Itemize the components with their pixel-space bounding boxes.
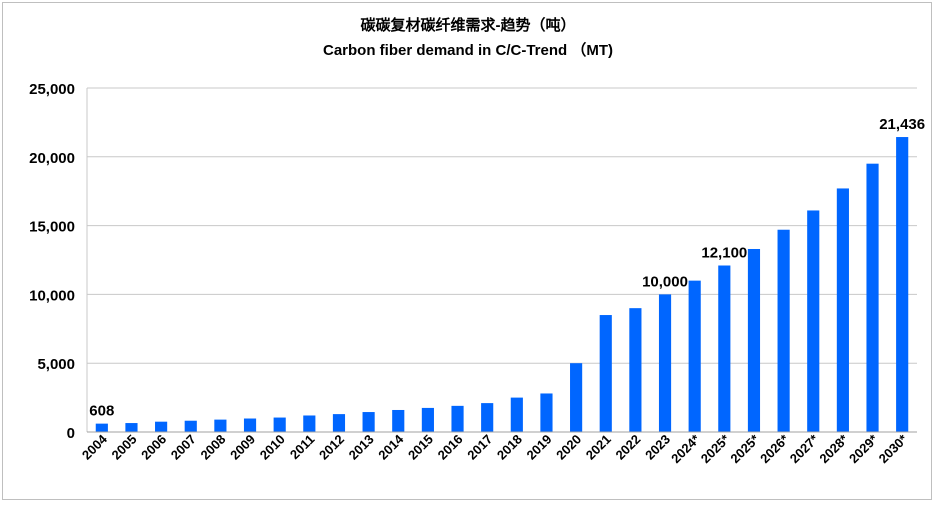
x-tick-label: 2014 (375, 431, 407, 463)
x-tick-label: 2013 (346, 432, 377, 463)
bar (332, 414, 346, 432)
x-tick-label: 2026* (757, 431, 792, 466)
data-label: 12,100 (701, 245, 747, 262)
x-tick-label: 2015 (405, 432, 436, 463)
x-tick-label: 2008 (197, 432, 228, 463)
x-tick-label: 2018 (494, 432, 525, 463)
bars (95, 137, 909, 432)
bar (481, 403, 494, 432)
bar (836, 188, 849, 432)
x-tick-label: 2022 (612, 432, 643, 463)
y-tick-label: 10,000 (29, 287, 75, 304)
bar (451, 405, 464, 432)
x-tick-label: 2025* (727, 431, 762, 466)
bar (866, 163, 879, 432)
x-tick-label: 2011 (287, 432, 318, 463)
bar (510, 397, 523, 432)
x-tick-label: 2030* (876, 431, 911, 466)
y-tick-label: 0 (67, 425, 75, 442)
gridlines (87, 87, 917, 364)
bar (658, 294, 672, 432)
x-tick-label: 2006 (138, 432, 169, 463)
bar (303, 415, 316, 432)
y-tick-label: 25,000 (29, 81, 75, 98)
bar (184, 420, 197, 432)
y-tick-label: 15,000 (29, 219, 75, 236)
chart-title: 碳碳复材碳纤维需求-趋势（吨） (361, 16, 576, 34)
bar (718, 265, 731, 432)
data-label: 10,000 (642, 273, 688, 290)
bar (214, 419, 227, 432)
x-tick-label: 2009 (227, 432, 258, 463)
x-tick-label: 2004 (79, 431, 111, 463)
bar (629, 308, 642, 432)
bar (421, 407, 434, 432)
x-tick-label: 2019 (524, 432, 555, 463)
data-label: 21,436 (879, 116, 925, 133)
x-tick-label: 2010 (257, 432, 288, 463)
x-tick-label: 2021 (583, 432, 614, 463)
bar (243, 418, 257, 432)
bar (392, 409, 405, 432)
bar (125, 423, 138, 432)
bar (599, 315, 612, 432)
x-tick-label: 2025* (698, 431, 733, 466)
x-tick-label: 2007 (168, 432, 199, 463)
x-tick-label: 2012 (316, 432, 347, 463)
data-labels: 608 10,000 12,100 21,436 (89, 116, 925, 420)
x-tick-label: 2005 (109, 432, 140, 463)
data-label: 608 (89, 403, 114, 420)
bar (362, 412, 375, 432)
x-tick-label: 2017 (464, 432, 495, 463)
bar (896, 137, 909, 432)
chart-subtitle: Carbon fiber demand in C/C-Trend （MT) (323, 41, 613, 59)
x-tick-label: 2020 (553, 432, 584, 463)
bar (777, 229, 790, 432)
bar (688, 280, 701, 432)
y-tick-label: 5,000 (37, 356, 75, 373)
bar (807, 210, 820, 432)
bar (95, 423, 108, 432)
bar-chart: 碳碳复材碳纤维需求-趋势（吨） Carbon fiber demand in C… (29, 16, 925, 466)
x-tick-label: 2027* (787, 431, 822, 466)
bar (540, 393, 553, 432)
y-axis: 0 5,000 10,000 15,000 20,000 25,000 (29, 81, 88, 442)
y-tick-label: 20,000 (29, 150, 75, 167)
x-tick-label: 2024* (668, 431, 703, 466)
bar (570, 363, 583, 432)
bar (747, 248, 761, 432)
x-tick-label: 2029* (846, 431, 881, 466)
chart-frame: 碳碳复材碳纤维需求-趋势（吨） Carbon fiber demand in C… (2, 2, 932, 500)
bar (155, 421, 168, 432)
bar (273, 417, 286, 432)
x-tick-label: 2028* (816, 431, 851, 466)
x-tick-label: 2016 (435, 432, 466, 463)
x-tick-label: 2023 (642, 432, 673, 463)
